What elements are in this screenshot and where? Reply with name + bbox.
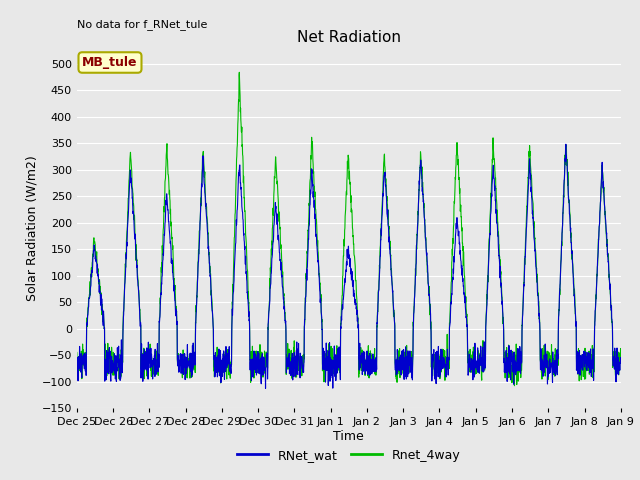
Rnet_4way	[236, 70, 243, 75]
Title: Net Radiation: Net Radiation	[297, 30, 401, 46]
RNet_wat	[562, 141, 570, 147]
RNet_wat	[584, 360, 592, 366]
RNet_wat	[262, 385, 269, 391]
RNet_wat	[617, 360, 625, 366]
RNet_wat	[73, 365, 81, 371]
Rnet_4way	[365, 374, 372, 380]
Rnet_4way	[225, 358, 232, 363]
RNet_wat	[376, 253, 384, 259]
Line: Rnet_4way: Rnet_4way	[77, 72, 621, 386]
RNet_wat	[570, 272, 577, 277]
Text: No data for f_RNet_tule: No data for f_RNet_tule	[77, 19, 207, 30]
Line: RNet_wat: RNet_wat	[77, 144, 621, 388]
Rnet_4way	[570, 271, 577, 276]
RNet_wat	[225, 350, 232, 356]
Rnet_4way	[73, 349, 81, 355]
Rnet_4way	[511, 383, 518, 389]
Rnet_4way	[584, 360, 592, 366]
Legend: RNet_wat, Rnet_4way: RNet_wat, Rnet_4way	[232, 444, 466, 467]
Rnet_4way	[507, 363, 515, 369]
X-axis label: Time: Time	[333, 430, 364, 443]
RNet_wat	[365, 358, 372, 364]
RNet_wat	[507, 360, 515, 366]
Text: MB_tule: MB_tule	[82, 56, 138, 69]
Rnet_4way	[376, 242, 384, 248]
Y-axis label: Solar Radiation (W/m2): Solar Radiation (W/m2)	[26, 155, 39, 301]
Rnet_4way	[617, 355, 625, 361]
